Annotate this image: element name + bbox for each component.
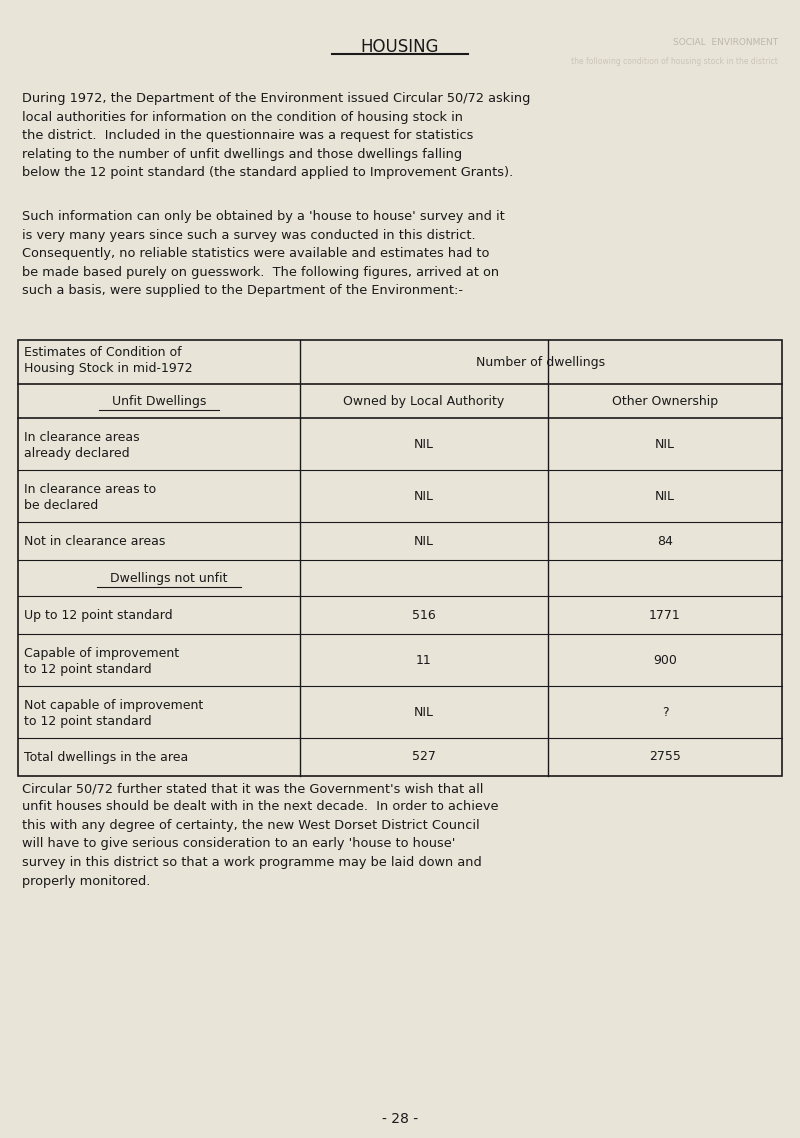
Text: Up to 12 point standard: Up to 12 point standard [24, 609, 173, 621]
Text: NIL: NIL [414, 489, 434, 503]
Text: Housing Stock in mid-1972: Housing Stock in mid-1972 [24, 362, 193, 374]
Text: HOUSING: HOUSING [361, 38, 439, 56]
Text: NIL: NIL [414, 706, 434, 718]
Text: 11: 11 [416, 653, 432, 667]
Text: NIL: NIL [655, 489, 675, 503]
Text: 527: 527 [412, 750, 436, 764]
Text: will have to give serious consideration to an early 'house to house': will have to give serious consideration … [22, 838, 455, 850]
Text: NIL: NIL [414, 437, 434, 451]
Text: this with any degree of certainty, the new West Dorset District Council: this with any degree of certainty, the n… [22, 819, 480, 832]
Text: Other Ownership: Other Ownership [612, 395, 718, 407]
Text: ?: ? [662, 706, 668, 718]
Text: Dwellings not unfit: Dwellings not unfit [110, 571, 228, 585]
Text: unfit houses should be dealt with in the next decade.  In order to achieve: unfit houses should be dealt with in the… [22, 800, 498, 814]
Text: Not in clearance areas: Not in clearance areas [24, 535, 166, 547]
Text: Number of dwellings: Number of dwellings [477, 355, 606, 369]
Text: such a basis, were supplied to the Department of the Environment:-: such a basis, were supplied to the Depar… [22, 284, 463, 297]
Text: be made based purely on guesswork.  The following figures, arrived at on: be made based purely on guesswork. The f… [22, 265, 499, 279]
Text: Not capable of improvement: Not capable of improvement [24, 699, 203, 711]
Text: During 1972, the Department of the Environment issued Circular 50/72 asking: During 1972, the Department of the Envir… [22, 92, 530, 105]
Text: the following condition of housing stock in the district: the following condition of housing stock… [571, 57, 778, 66]
Text: 84: 84 [657, 535, 673, 547]
Text: SOCIAL  ENVIRONMENT: SOCIAL ENVIRONMENT [673, 38, 778, 47]
Text: 900: 900 [653, 653, 677, 667]
Text: Owned by Local Authority: Owned by Local Authority [343, 395, 505, 407]
Text: Circular 50/72 further stated that it was the Government's wish that all: Circular 50/72 further stated that it wa… [22, 782, 483, 795]
Text: 516: 516 [412, 609, 436, 621]
Text: the district.  Included in the questionnaire was a request for statistics: the district. Included in the questionna… [22, 129, 474, 142]
Text: Capable of improvement: Capable of improvement [24, 646, 179, 660]
Text: to 12 point standard: to 12 point standard [24, 662, 152, 676]
Text: be declared: be declared [24, 498, 98, 511]
Text: below the 12 point standard (the standard applied to Improvement Grants).: below the 12 point standard (the standar… [22, 166, 514, 179]
Text: Total dwellings in the area: Total dwellings in the area [24, 750, 188, 764]
Text: Such information can only be obtained by a 'house to house' survey and it: Such information can only be obtained by… [22, 211, 505, 223]
Text: Consequently, no reliable statistics were available and estimates had to: Consequently, no reliable statistics wer… [22, 247, 490, 259]
Text: In clearance areas to: In clearance areas to [24, 483, 156, 495]
Text: 2755: 2755 [649, 750, 681, 764]
Text: 1771: 1771 [649, 609, 681, 621]
Text: survey in this district so that a work programme may be laid down and: survey in this district so that a work p… [22, 856, 482, 869]
Text: to 12 point standard: to 12 point standard [24, 715, 152, 727]
Text: is very many years since such a survey was conducted in this district.: is very many years since such a survey w… [22, 229, 476, 241]
Text: - 28 -: - 28 - [382, 1112, 418, 1125]
Bar [18, 340, 782, 776]
Text: In clearance areas: In clearance areas [24, 430, 140, 444]
Text: already declared: already declared [24, 446, 130, 460]
Text: NIL: NIL [414, 535, 434, 547]
Text: Estimates of Condition of: Estimates of Condition of [24, 346, 182, 358]
Text: relating to the number of unfit dwellings and those dwellings falling: relating to the number of unfit dwelling… [22, 148, 462, 160]
Text: properly monitored.: properly monitored. [22, 874, 150, 888]
Text: Unfit Dwellings: Unfit Dwellings [112, 395, 206, 407]
Text: local authorities for information on the condition of housing stock in: local authorities for information on the… [22, 110, 463, 124]
Text: NIL: NIL [655, 437, 675, 451]
